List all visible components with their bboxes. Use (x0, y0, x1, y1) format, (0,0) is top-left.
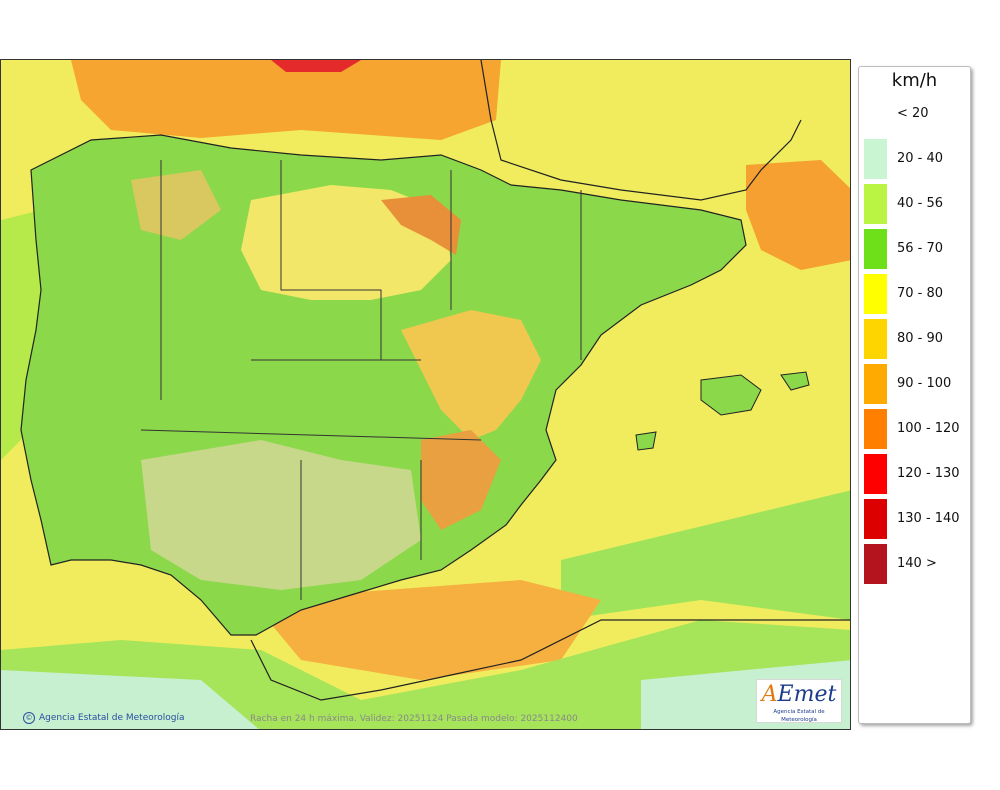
legend-swatch (864, 409, 887, 449)
legend-label: 90 - 100 (897, 376, 952, 391)
administrative-borders (140, 160, 582, 600)
wind-gust-map: © Agencia Estatal de Meteorología Racha … (0, 59, 851, 730)
aemet-logo: AEmet Agencia Estatal de Meteorología (756, 679, 842, 723)
legend-swatch (864, 499, 887, 539)
legend-item: 20 - 40 (864, 139, 969, 179)
legend-label: 80 - 90 (897, 331, 944, 346)
iberian-range-gusts (381, 195, 461, 255)
legend-swatch (864, 319, 887, 359)
legend-item: 140 > (864, 544, 969, 584)
legend-swatch (864, 364, 887, 404)
balearic-ibiza (635, 431, 657, 451)
legend-item: 40 - 56 (864, 184, 969, 224)
legend-label: 120 - 130 (897, 466, 960, 481)
north-africa-calm-region (1, 670, 259, 729)
southeast-gusts (421, 430, 501, 530)
biscay-extreme-gusts (271, 60, 361, 72)
legend-swatch (864, 454, 887, 494)
aemet-logo-mark: AEmet (761, 682, 837, 707)
balearic-menorca (780, 371, 810, 391)
legend-swatch (864, 274, 887, 314)
france-coastline (480, 60, 802, 201)
legend-label: 56 - 70 (897, 241, 944, 256)
cantabrian-gusts (131, 170, 221, 240)
legend-label: 20 - 40 (897, 151, 944, 166)
agency-credit: © Agencia Estatal de Meteorología (23, 712, 185, 724)
gulf-of-lion-gusts (746, 160, 850, 270)
balearic-mallorca (700, 374, 762, 416)
andalusia-region (141, 440, 421, 590)
legend-item: 100 - 120 (864, 409, 969, 449)
map-canvas (1, 60, 850, 729)
legend-item: < 20 (864, 94, 969, 134)
aemet-logo-subtitle: Agencia Estatal de Meteorología (773, 709, 825, 723)
legend-item: 120 - 130 (864, 454, 969, 494)
agency-credit-text: Agencia Estatal de Meteorología (39, 713, 185, 723)
alboran-gusts (251, 580, 601, 680)
legend-swatch (864, 139, 887, 179)
legend-item: 90 - 100 (864, 364, 969, 404)
legend-swatch (864, 184, 887, 224)
biscay-strong-gusts (71, 60, 501, 140)
legend-swatch (864, 229, 887, 269)
legend-item: 80 - 90 (864, 319, 969, 359)
legend-label: 70 - 80 (897, 286, 944, 301)
legend-item: 130 - 140 (864, 499, 969, 539)
legend-swatch (864, 94, 887, 134)
legend-swatch (864, 544, 887, 584)
mediterranean-east-patch (561, 490, 850, 620)
africa-coastline (250, 619, 850, 701)
legend-item: 56 - 70 (864, 229, 969, 269)
legend-label: < 20 (897, 106, 929, 121)
legend-label: 40 - 56 (897, 196, 944, 211)
color-legend: km/h < 20 20 - 40 40 - 56 56 - 70 70 - 80 80 … (858, 66, 971, 724)
eastern-range-gusts (401, 310, 541, 440)
copyright-icon: © (23, 712, 35, 724)
legend-label: 140 > (897, 556, 937, 571)
legend-unit: km/h (891, 70, 938, 91)
legend-label: 130 - 140 (897, 511, 960, 526)
map-caption: Racha en 24 h máxima. Validez: 20251124 … (250, 714, 578, 724)
legend-label: 100 - 120 (897, 421, 960, 436)
legend-item: 70 - 80 (864, 274, 969, 314)
